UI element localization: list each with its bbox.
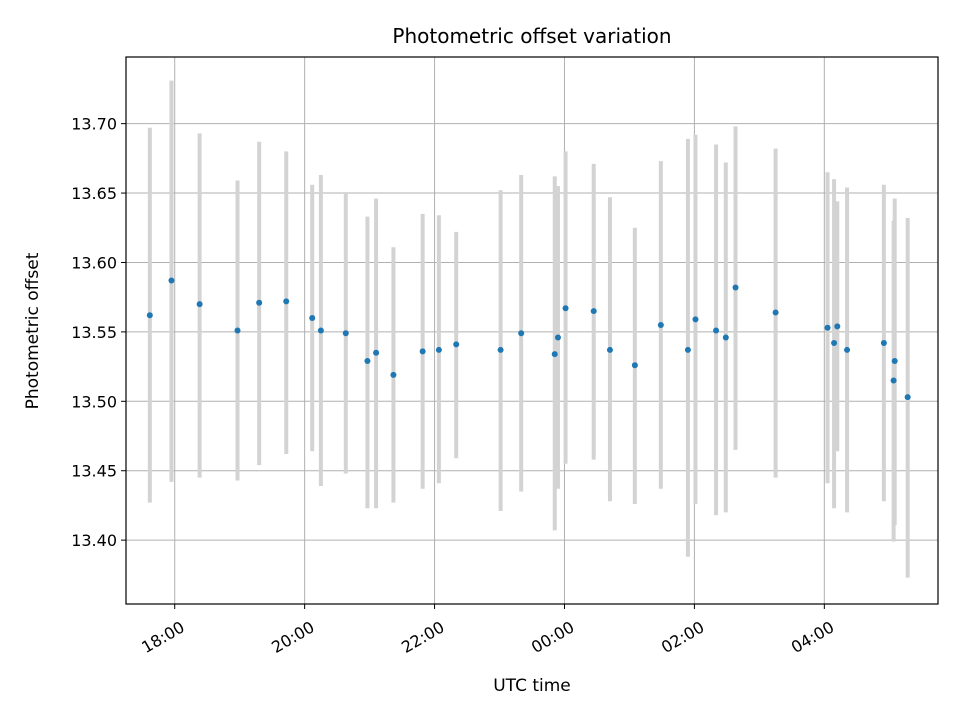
x-tick-label: 18:00 <box>138 617 187 657</box>
grid-lines <box>126 57 938 604</box>
data-point <box>713 327 720 334</box>
x-tick-label: 22:00 <box>398 617 447 657</box>
y-tick-label: 13.50 <box>71 392 117 411</box>
y-tick-label: 13.70 <box>71 115 117 134</box>
x-tick-label: 20:00 <box>268 617 317 657</box>
y-tick-label: 13.40 <box>71 531 117 550</box>
y-tick-label: 13.65 <box>71 184 117 203</box>
y-tick-label: 13.60 <box>71 253 117 272</box>
data-point <box>657 321 664 328</box>
data-point <box>342 330 349 337</box>
data-point <box>551 351 558 358</box>
error-bars <box>147 80 910 578</box>
data-point <box>772 309 779 316</box>
data-point <box>606 346 613 353</box>
data-point <box>364 358 371 365</box>
data-point <box>844 346 851 353</box>
data-point <box>562 305 569 312</box>
data-point <box>722 334 729 341</box>
y-axis-label: Photometric offset <box>23 252 43 409</box>
x-tick-label: 02:00 <box>658 617 707 657</box>
data-points <box>146 277 911 401</box>
data-point <box>880 339 887 346</box>
data-point <box>831 339 838 346</box>
data-point <box>317 327 324 334</box>
data-point <box>554 334 561 341</box>
plot-frame <box>125 56 939 605</box>
data-point <box>234 327 241 334</box>
data-point <box>373 349 380 356</box>
data-point <box>256 299 263 306</box>
y-axis-ticks: 13.40 13.45 13.50 13.55 13.60 13.65 13.70 <box>71 115 126 550</box>
data-point <box>834 323 841 330</box>
chart-title: Photometric offset variation <box>392 24 671 48</box>
y-tick-label: 13.55 <box>71 323 117 342</box>
data-point <box>309 315 316 322</box>
x-axis-ticks: 18:00 20:00 22:00 00:00 02:00 04:00 <box>138 604 837 657</box>
data-point <box>891 358 898 365</box>
x-tick-label: 04:00 <box>788 617 837 657</box>
data-point <box>631 362 638 369</box>
data-point <box>890 377 897 384</box>
y-tick-label: 13.45 <box>71 462 117 481</box>
data-point <box>684 346 691 353</box>
data-point <box>419 348 426 355</box>
data-point <box>453 341 460 348</box>
data-point <box>196 301 203 308</box>
x-tick-label: 00:00 <box>528 617 577 657</box>
data-point <box>390 371 397 378</box>
data-point <box>824 324 831 331</box>
data-point <box>435 346 442 353</box>
data-point <box>732 284 739 291</box>
x-axis-label: UTC time <box>493 676 571 696</box>
data-point <box>283 298 290 305</box>
data-point <box>146 312 153 319</box>
data-point <box>497 346 504 353</box>
data-point <box>692 316 699 323</box>
data-point <box>518 330 525 337</box>
data-point <box>904 394 911 401</box>
data-point <box>590 308 597 315</box>
data-point <box>168 277 175 284</box>
